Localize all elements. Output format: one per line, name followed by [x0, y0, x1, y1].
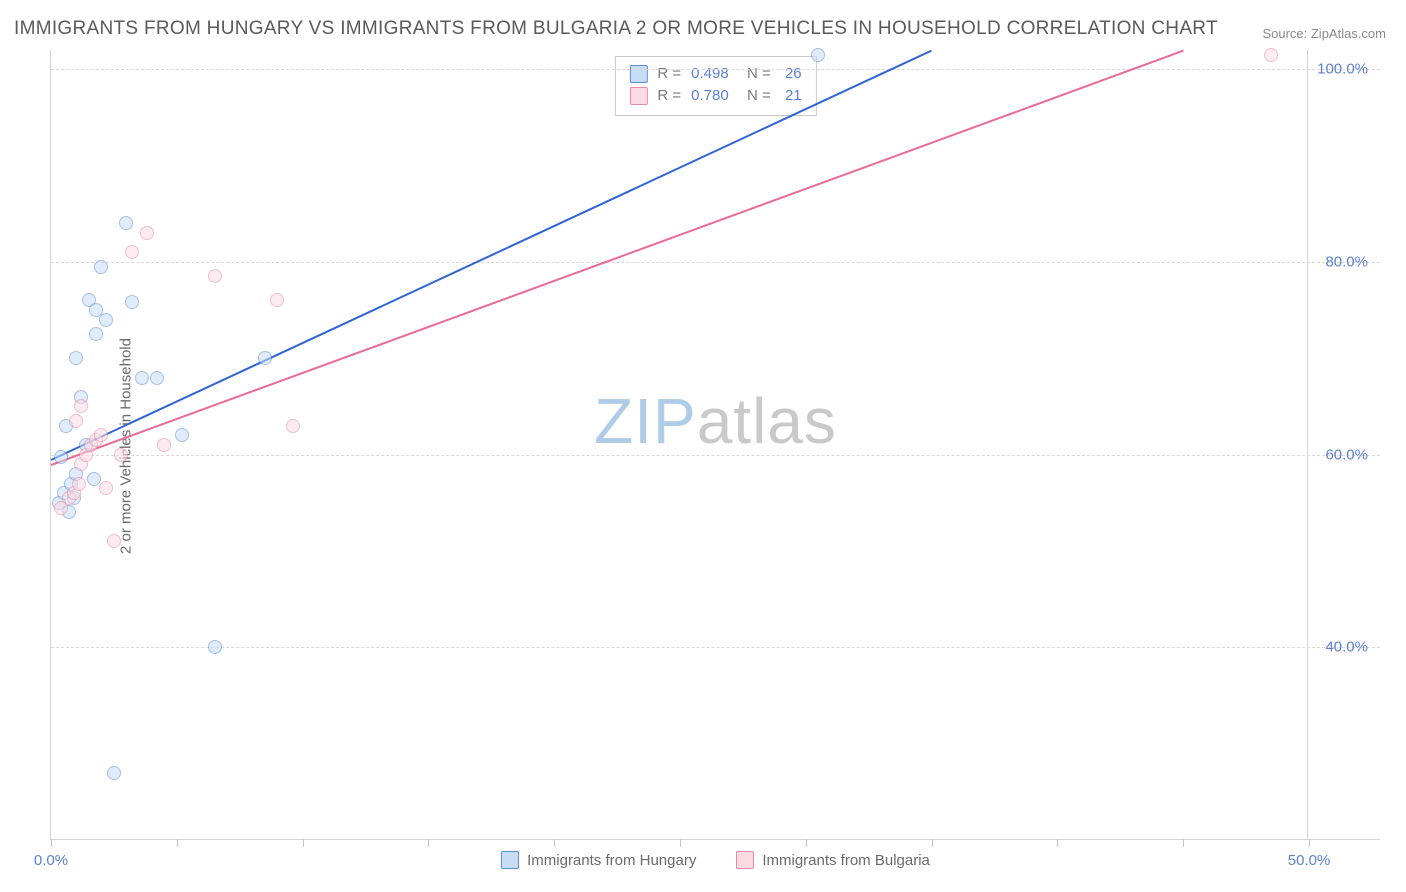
scatter-point: [99, 481, 113, 495]
legend-r-value: 0.780: [691, 85, 729, 107]
legend-swatch: [501, 851, 519, 869]
series-legend-label: Immigrants from Bulgaria: [762, 852, 930, 869]
scatter-point: [1264, 48, 1278, 62]
scatter-point: [74, 399, 88, 413]
source-attribution: Source: ZipAtlas.com: [1262, 26, 1386, 41]
scatter-point: [69, 351, 83, 365]
scatter-point: [99, 313, 113, 327]
y-tick-label: 40.0%: [1325, 639, 1368, 656]
source-name: ZipAtlas.com: [1311, 26, 1386, 41]
scatter-point: [72, 477, 86, 491]
legend-n-value: 21: [781, 85, 802, 107]
source-prefix: Source:: [1262, 26, 1310, 41]
scatter-point: [54, 450, 68, 464]
scatter-point: [208, 640, 222, 654]
legend-n-label: N =: [739, 63, 771, 85]
scatter-point: [286, 419, 300, 433]
gridline-h: [51, 69, 1380, 70]
watermark-atlas: atlas: [697, 385, 837, 457]
scatter-point: [125, 245, 139, 259]
x-tick: [177, 839, 178, 847]
y-tick-label: 100.0%: [1317, 61, 1368, 78]
series-legend-item: Immigrants from Bulgaria: [736, 851, 930, 869]
legend-n-value: 26: [781, 63, 802, 85]
x-tick: [51, 839, 52, 847]
x-tick: [1057, 839, 1058, 847]
gridline-h: [51, 647, 1380, 648]
series-legend-item: Immigrants from Hungary: [501, 851, 696, 869]
scatter-point: [94, 260, 108, 274]
legend-n-label: N =: [739, 85, 771, 107]
scatter-point: [208, 269, 222, 283]
scatter-point: [107, 766, 121, 780]
x-tick: [303, 839, 304, 847]
correlation-legend: R = 0.498 N = 26 R = 0.780 N = 21: [614, 56, 816, 116]
legend-row: R = 0.498 N = 26: [629, 63, 801, 85]
gridline-h: [51, 262, 1380, 263]
x-tick: [1183, 839, 1184, 847]
legend-r-label: R =: [657, 63, 681, 85]
legend-swatch: [629, 87, 647, 105]
y-tick-label: 80.0%: [1325, 253, 1368, 270]
scatter-point: [270, 293, 284, 307]
scatter-point: [125, 295, 139, 309]
x-tick: [806, 839, 807, 847]
x-tick: [554, 839, 555, 847]
scatter-point: [175, 428, 189, 442]
y-tick-label: 60.0%: [1325, 446, 1368, 463]
scatter-point: [135, 371, 149, 385]
scatter-point: [94, 428, 108, 442]
legend-row: R = 0.780 N = 21: [629, 85, 801, 107]
series-legend-label: Immigrants from Hungary: [527, 852, 696, 869]
watermark-zip: ZIP: [594, 385, 697, 457]
scatter-point: [811, 48, 825, 62]
x-tick: [680, 839, 681, 847]
scatter-point: [114, 448, 128, 462]
legend-r-value: 0.498: [691, 63, 729, 85]
watermark: ZIPatlas: [594, 384, 837, 458]
legend-r-label: R =: [657, 85, 681, 107]
scatter-point: [157, 438, 171, 452]
x-tick-label: 50.0%: [1288, 852, 1331, 869]
x-tick-label: 0.0%: [34, 852, 68, 869]
series-legend: Immigrants from Hungary Immigrants from B…: [51, 851, 1380, 869]
scatter-point: [119, 216, 133, 230]
scatter-point: [89, 327, 103, 341]
scatter-point: [150, 371, 164, 385]
scatter-point: [107, 534, 121, 548]
scatter-point: [69, 414, 83, 428]
trendline: [51, 50, 932, 461]
scatter-point: [258, 351, 272, 365]
x-tick: [932, 839, 933, 847]
chart-title: IMMIGRANTS FROM HUNGARY VS IMMIGRANTS FR…: [14, 18, 1218, 40]
gridline-h: [51, 455, 1380, 456]
plot-right-border: [1307, 50, 1308, 839]
legend-swatch: [629, 65, 647, 83]
legend-swatch: [736, 851, 754, 869]
x-tick: [1309, 839, 1310, 847]
x-tick: [428, 839, 429, 847]
scatter-point: [140, 226, 154, 240]
scatter-point: [87, 472, 101, 486]
chart-plot-area: ZIPatlas R =0.498 N = 26R =0.780 N = 21 …: [50, 50, 1380, 840]
